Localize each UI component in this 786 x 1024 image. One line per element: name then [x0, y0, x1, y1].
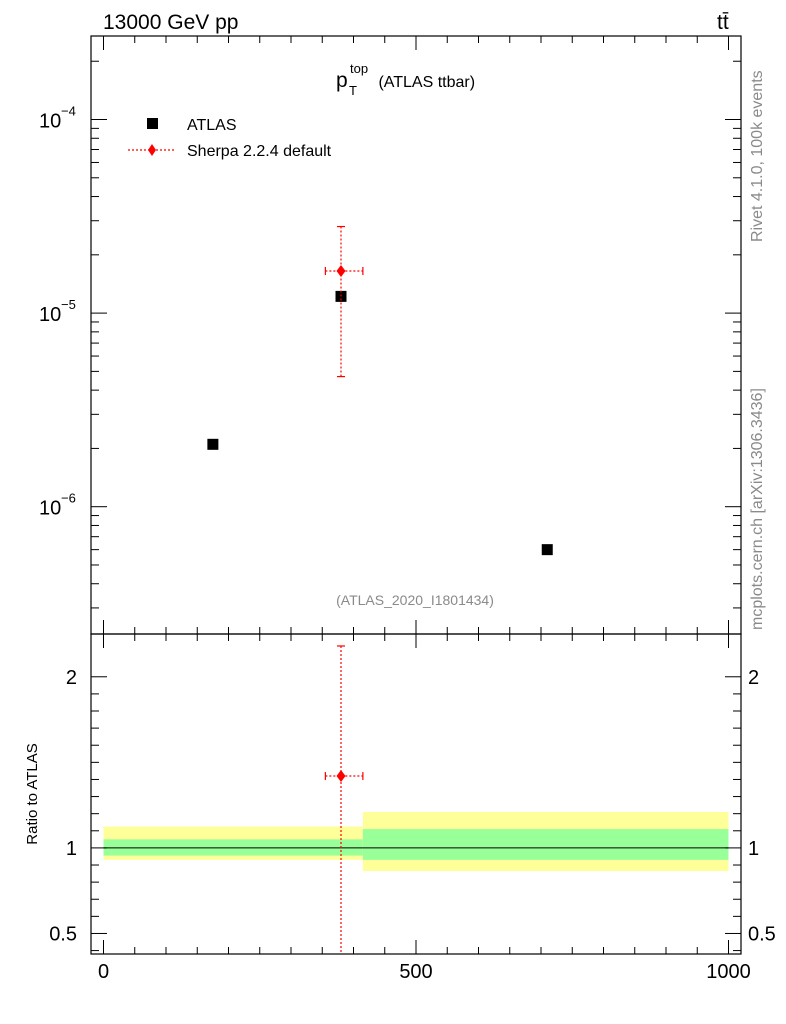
y-tick-label-base: 10: [39, 304, 61, 326]
ratio-y-tick-label-left: 2: [66, 667, 77, 689]
source-label: mcplots.cern.ch [arXiv:1306.3436]: [749, 388, 766, 630]
legend-sherpa-label: Sherpa 2.2.4 default: [187, 143, 332, 160]
ratio-y-tick-label-left: 1: [66, 838, 77, 860]
main-axis-ticks: [91, 36, 741, 634]
process-label: tt̄: [717, 11, 729, 34]
plot-title-subscript: T: [349, 83, 357, 98]
legend-atlas-label: ATLAS: [187, 117, 237, 134]
legend-sherpa-marker: [148, 144, 156, 156]
y-tick-label-base: 10: [39, 498, 61, 520]
main-y-tick-labels: 10−410−510−6: [39, 104, 76, 520]
ratio-data-layer: [324, 645, 364, 954]
y-tick-label-exponent: −6: [61, 491, 76, 506]
y-tick-label-base: 10: [39, 111, 61, 133]
analysis-label: (ATLAS_2020_I1801434): [336, 592, 494, 608]
rivet-version-label: Rivet 4.1.0, 100k events: [749, 70, 766, 242]
ratio-uncertainty-bands: [103, 811, 729, 872]
ratio-y-axis-label: Ratio to ATLAS: [24, 743, 41, 844]
ratio-axis-ticks: [91, 634, 741, 954]
x-tick-label: 500: [399, 961, 432, 983]
ratio-y-tick-label-left: 0.5: [49, 923, 77, 945]
atlas-data-point: [541, 544, 553, 556]
ratio-inner-band: [362, 829, 729, 860]
legend-atlas-marker: [147, 118, 158, 129]
x-tick-label: 1000: [706, 961, 751, 983]
ratio-plot-frame: [90, 633, 742, 955]
atlas-data-point: [207, 438, 219, 450]
y-tick-label-exponent: −5: [61, 297, 76, 312]
plot-title-symbol: p: [336, 69, 348, 92]
ratio-y-tick-label-right: 1: [748, 838, 759, 860]
ratio-y-tick-label-right: 0.5: [748, 923, 776, 945]
x-tick-labels: 0 500 1000: [98, 961, 751, 983]
ratio-sherpa-data-point: [336, 770, 346, 783]
main-data-layer: [207, 225, 553, 556]
ratio-y-tick-labels: 2 2 1 1 0.5 0.5: [49, 667, 776, 946]
plot-title-suffix: (ATLAS ttbar): [374, 74, 475, 91]
x-tick-label: 0: [98, 961, 109, 983]
y-tick-label-exponent: −4: [61, 104, 76, 119]
energy-label: 13000 GeV pp: [103, 11, 238, 34]
ratio-y-tick-label-right: 2: [748, 667, 759, 689]
ratio-plot-panel: 2 2 1 1 0.5 0.5 0 500 1000 Ratio to ATLAS: [24, 633, 776, 983]
legend: ATLAS Sherpa 2.2.4 default: [128, 117, 332, 160]
main-plot-panel: 10−410−510−6 p top T (ATLAS ttbar) ATLAS…: [39, 35, 742, 635]
sherpa-data-point: [336, 264, 346, 277]
plot-title-superscript: top: [350, 61, 368, 76]
